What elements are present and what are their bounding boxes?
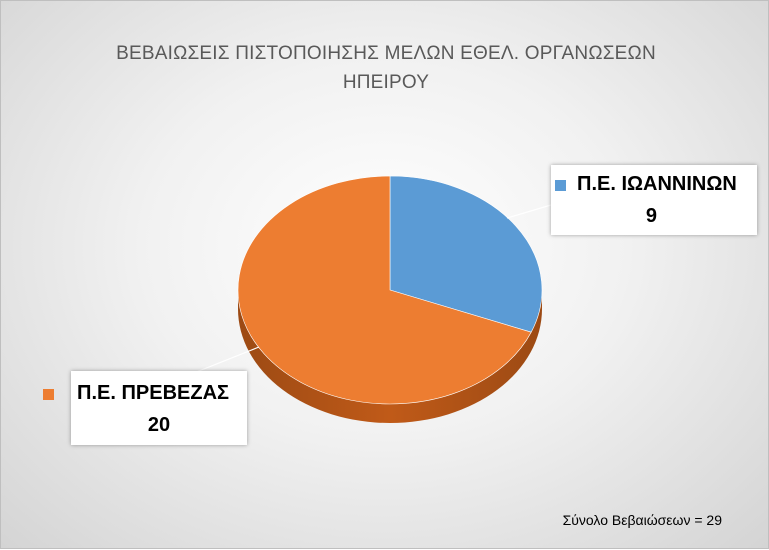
chart-title: ΒΕΒΑΙΩΣΕΙΣ ΠΙΣΤΟΠΟΙΗΣΗΣ ΜΕΛΩΝ ΕΘΕΛ. ΟΡΓΑ…	[61, 39, 711, 97]
pie-slice-ioannina	[389, 175, 543, 333]
slice-value-preveza: 20	[147, 414, 171, 436]
total-note: Σύνολο Βεβαιώσεων = 29	[562, 512, 722, 528]
slice-label-ioannina: Π.Ε. ΙΩΑΝΝΙΝΩΝ	[577, 173, 737, 195]
pie-slice-preveza	[237, 175, 532, 405]
chart-title-line-2: ΗΠΕΙΡΟΥ	[342, 72, 430, 93]
legend-swatch-preveza	[43, 389, 54, 400]
legend-swatch-ioannina	[555, 180, 566, 191]
pie-side-wall	[238, 290, 542, 423]
leader-line-ioannina	[506, 204, 552, 219]
leader-lines	[188, 204, 552, 376]
leader-line-preveza	[188, 346, 260, 376]
data-label-preveza: Π.Ε. ΠΡΕΒΕΖΑΣ 20	[43, 371, 247, 445]
slice-value-ioannina: 9	[645, 205, 657, 227]
chart-title-line-1: ΒΕΒΑΙΩΣΕΙΣ ΠΙΣΤΟΠΟΙΗΣΗΣ ΜΕΛΩΝ ΕΘΕΛ. ΟΡΓΑ…	[116, 43, 656, 64]
data-label-ioannina: Π.Ε. ΙΩΑΝΝΙΝΩΝ 9	[551, 165, 757, 235]
slice-label-preveza: Π.Ε. ΠΡΕΒΕΖΑΣ	[77, 382, 230, 404]
pie-side	[238, 290, 542, 423]
pie-slices	[237, 175, 543, 405]
